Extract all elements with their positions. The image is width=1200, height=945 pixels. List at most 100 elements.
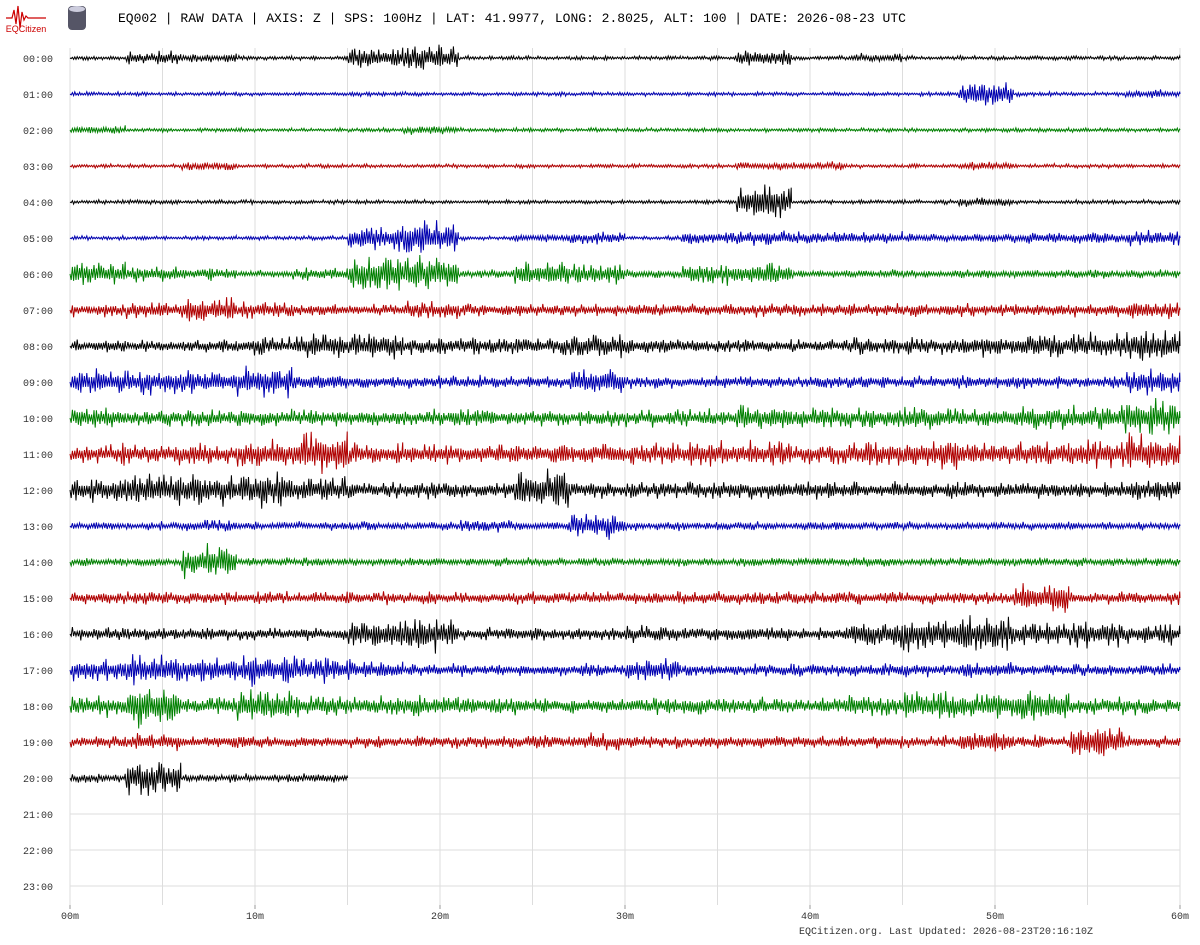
trace-segment <box>513 591 570 605</box>
trace-segment <box>1013 664 1070 676</box>
trace-segment <box>957 197 1014 208</box>
trace-segment <box>846 198 903 206</box>
trace-segment <box>902 481 959 499</box>
trace-segment <box>402 591 459 605</box>
trace-segment <box>125 370 182 396</box>
trace-segment <box>69 90 126 98</box>
trace-segment <box>291 521 348 531</box>
trace-segment <box>569 231 626 245</box>
trace-segment <box>180 161 237 172</box>
trace-segment <box>180 736 237 748</box>
trace-segment <box>402 444 459 465</box>
trace-segment <box>347 695 404 715</box>
trace-segment <box>180 198 237 205</box>
trace-segment <box>458 54 515 62</box>
trace-segment <box>347 442 404 464</box>
trace-segment <box>1124 591 1181 605</box>
trace-segment <box>402 254 459 290</box>
trace-segment <box>402 735 459 749</box>
row-label: 21:00 <box>23 811 53 822</box>
trace-segment <box>902 162 959 170</box>
trace-segment <box>458 374 515 388</box>
trace-segment <box>125 266 182 283</box>
x-tick-label: 30m <box>616 912 634 923</box>
trace-segment <box>791 376 848 389</box>
trace-segment <box>347 377 404 388</box>
trace-segment <box>624 198 681 205</box>
trace-segment <box>735 627 792 641</box>
trace-segment <box>458 736 515 749</box>
trace-segment <box>402 663 459 676</box>
trace-segment <box>902 664 959 678</box>
trace-segment <box>791 521 848 531</box>
trace-segment <box>902 620 959 653</box>
trace-segment <box>569 443 626 463</box>
trace-segment <box>569 263 626 285</box>
trace-segment <box>846 90 903 98</box>
trace-segment <box>125 410 182 427</box>
trace-segment <box>680 54 737 62</box>
trace-segment <box>735 591 792 605</box>
x-tick-label: 00m <box>61 912 79 923</box>
trace-segment <box>125 521 182 531</box>
trace-segment <box>180 268 237 282</box>
trace-segment <box>846 442 903 466</box>
trace-segment <box>180 370 237 394</box>
trace-segment <box>347 521 404 531</box>
trace-segment <box>69 407 126 428</box>
trace-segment <box>69 54 126 62</box>
row-label: 04:00 <box>23 199 53 210</box>
trace-segment <box>69 557 126 568</box>
row-label: 13:00 <box>23 523 53 534</box>
trace-segment <box>624 304 681 316</box>
trace-segment <box>402 375 459 389</box>
trace-segment <box>957 126 1014 134</box>
trace-segment <box>569 198 626 206</box>
trace-segment <box>236 655 293 687</box>
trace-segment <box>624 269 681 279</box>
trace-segment <box>1013 335 1070 358</box>
trace-segment <box>846 269 903 279</box>
trace-segment <box>402 482 459 500</box>
trace-segment <box>957 303 1014 317</box>
trace-segment <box>180 657 237 682</box>
trace-segment <box>1068 556 1125 567</box>
trace-segment <box>957 615 1014 651</box>
trace-segment <box>1013 376 1070 390</box>
trace-segment <box>569 698 626 714</box>
trace-segment <box>791 160 848 172</box>
trace-segment <box>902 691 959 719</box>
trace-segment <box>180 90 237 97</box>
trace-segment <box>125 127 182 134</box>
trace-segment <box>1124 162 1181 170</box>
trace-segment <box>125 90 182 98</box>
row-label: 14:00 <box>23 559 53 570</box>
trace-segment <box>624 624 681 643</box>
trace-segment <box>458 557 515 567</box>
trace-segment <box>347 303 404 316</box>
trace-segment <box>624 234 681 242</box>
row-label: 19:00 <box>23 739 53 750</box>
footer: EQCitizen.org. Last Updated: 2026-08-23T… <box>799 926 1093 938</box>
row-label: 22:00 <box>23 847 53 858</box>
trace-segment <box>347 333 404 360</box>
trace-segment <box>1013 54 1070 62</box>
trace-segment <box>624 162 681 169</box>
trace-segment <box>458 198 515 206</box>
trace-segment <box>513 126 570 134</box>
trace-segment <box>569 90 626 98</box>
trace-segment <box>735 483 792 500</box>
trace-segment <box>1124 198 1181 206</box>
trace-segment <box>902 336 959 356</box>
trace-segment <box>69 479 126 503</box>
trace-segment <box>513 698 570 716</box>
trace-segment <box>513 735 570 749</box>
x-tick-label: 20m <box>431 912 449 923</box>
trace-segment <box>569 54 626 62</box>
logo-icon <box>68 6 86 30</box>
trace-segment <box>846 407 903 429</box>
trace-segment <box>513 468 570 508</box>
trace-segment <box>69 261 126 286</box>
trace-segment <box>236 54 293 62</box>
trace-segment <box>902 233 959 243</box>
